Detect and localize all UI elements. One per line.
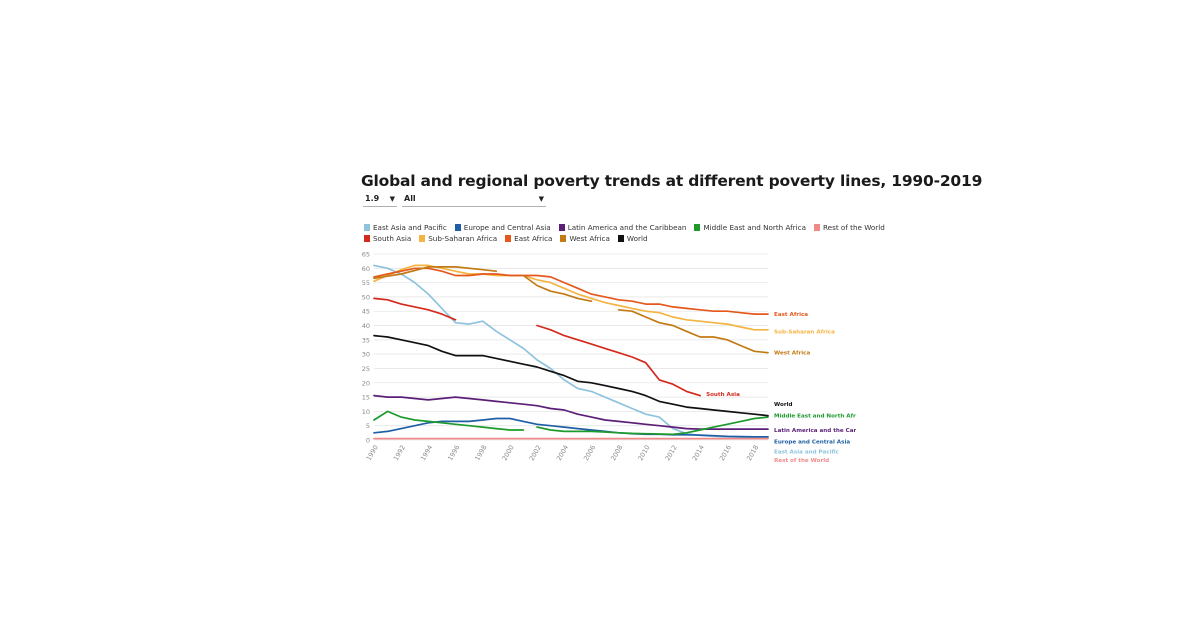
x-tick-label: 2000 (501, 444, 516, 462)
series-line (617, 308, 769, 354)
legend-swatch (558, 224, 565, 231)
x-tick-label: 1994 (419, 444, 434, 462)
y-tick-label: 15 (362, 394, 370, 402)
series-line (373, 334, 769, 417)
y-tick-label: 50 (362, 293, 370, 301)
series-line (373, 394, 769, 430)
y-tick-label: 25 (362, 365, 370, 373)
legend-swatch (617, 235, 624, 242)
legend-swatch (454, 224, 461, 231)
x-tick-label: 2004 (555, 444, 570, 462)
x-tick-label: 2002 (528, 444, 543, 462)
chevron-down-icon: ▼ (389, 195, 395, 203)
y-tick-label: 65 (362, 251, 370, 259)
legend-item[interactable]: East Africa (505, 233, 552, 244)
y-tick-label: 5 (366, 422, 370, 430)
legend-swatch (419, 235, 426, 242)
series-line (373, 266, 498, 280)
legend: East Asia and Pacific Europe and Central … (364, 222, 885, 244)
series-end-label: South Asia (706, 392, 740, 398)
legend-label: East Asia and Pacific (373, 223, 447, 232)
chart-title: Global and regional poverty trends at di… (361, 172, 983, 190)
poverty-line-dropdown[interactable]: 1.9 ▼ (363, 192, 397, 207)
legend-label: Latin America and the Caribbean (567, 223, 687, 232)
legend-row: East Asia and Pacific Europe and Central … (364, 222, 885, 233)
poverty-line-value: 1.9 (365, 194, 380, 203)
legend-item[interactable]: Europe and Central Asia (454, 222, 551, 233)
legend-label: West Africa (569, 234, 610, 243)
chevron-down-icon: ▼ (538, 195, 544, 203)
series-end-label: East Asia and Pacific (774, 449, 839, 455)
series-end-label: World (774, 402, 793, 408)
y-tick-label: 30 (362, 351, 370, 359)
x-tick-label: 1990 (365, 444, 380, 462)
y-tick-label: 20 (362, 379, 370, 387)
x-tick-label: 2008 (609, 444, 624, 462)
x-tick-label: 2016 (718, 444, 733, 462)
legend-swatch (505, 235, 512, 242)
series-end-label: Latin America and the Caribbean (774, 428, 856, 434)
legend-row: South Asia Sub-Saharan Africa East Africa W… (364, 233, 854, 244)
legend-item[interactable]: Sub-Saharan Africa (419, 233, 497, 244)
legend-swatch (694, 224, 701, 231)
legend-label: Sub-Saharan Africa (428, 234, 498, 243)
x-tick-label: 2012 (664, 444, 679, 462)
series-line (373, 297, 457, 321)
legend-label: Europe and Central Asia (463, 223, 551, 232)
series-end-label: Rest of the World (774, 458, 829, 464)
legend-label: World (626, 234, 648, 243)
legend-label: Rest of the World (822, 223, 885, 232)
legend-item[interactable]: East Asia and Pacific (364, 222, 447, 233)
region-value: All (404, 194, 416, 203)
chart-card: Global and regional poverty trends at di… (356, 160, 982, 472)
x-tick-label: 1992 (392, 444, 407, 462)
legend-item[interactable]: Middle East and North Africa (694, 222, 806, 233)
legend-item[interactable]: Rest of the World (813, 222, 885, 233)
series-end-label: Europe and Central Asia (774, 439, 850, 445)
series-end-label: East Africa (774, 312, 808, 318)
legend-swatch (560, 235, 567, 242)
series-line (522, 274, 593, 303)
y-tick-label: 10 (362, 408, 370, 416)
legend-item[interactable]: World (617, 233, 648, 244)
x-tick-label: 2006 (582, 444, 597, 462)
series-line (373, 264, 769, 331)
y-tick-label: 55 (362, 279, 370, 287)
series-line (536, 324, 701, 397)
legend-swatch (364, 224, 370, 231)
y-tick-label: 35 (362, 336, 370, 344)
series-line (373, 267, 769, 315)
series-line (536, 416, 769, 436)
series-end-label: West Africa (774, 351, 810, 357)
series-end-label: Middle East and North Africa (774, 414, 856, 420)
legend-item[interactable]: West Africa (560, 233, 610, 244)
x-tick-label: 1998 (473, 444, 488, 462)
series-end-label: Sub-Saharan Africa (774, 329, 835, 335)
y-tick-label: 45 (362, 308, 370, 316)
y-tick-label: 0 (366, 437, 370, 445)
x-tick-label: 2010 (636, 444, 651, 462)
x-tick-label: 2018 (745, 444, 760, 462)
legend-label: South Asia (373, 234, 412, 243)
x-tick-label: 2014 (691, 444, 706, 462)
series-line (373, 410, 525, 431)
legend-item[interactable]: Latin America and the Caribbean (558, 222, 687, 233)
legend-item[interactable]: South Asia (364, 233, 411, 244)
region-dropdown[interactable]: All ▼ (402, 192, 546, 207)
legend-swatch (364, 235, 370, 242)
legend-label: Middle East and North Africa (703, 223, 806, 232)
y-tick-label: 60 (362, 265, 370, 273)
legend-label: East Africa (514, 234, 553, 243)
series-line (373, 417, 769, 438)
line-chart: 0 5 10 15 20 25 30 35 40 45 50 55 60 65 1990 1992 1994 19… (362, 251, 856, 465)
x-tick-label: 1996 (446, 444, 461, 462)
legend-swatch (813, 224, 820, 231)
y-tick-label: 40 (362, 322, 370, 330)
